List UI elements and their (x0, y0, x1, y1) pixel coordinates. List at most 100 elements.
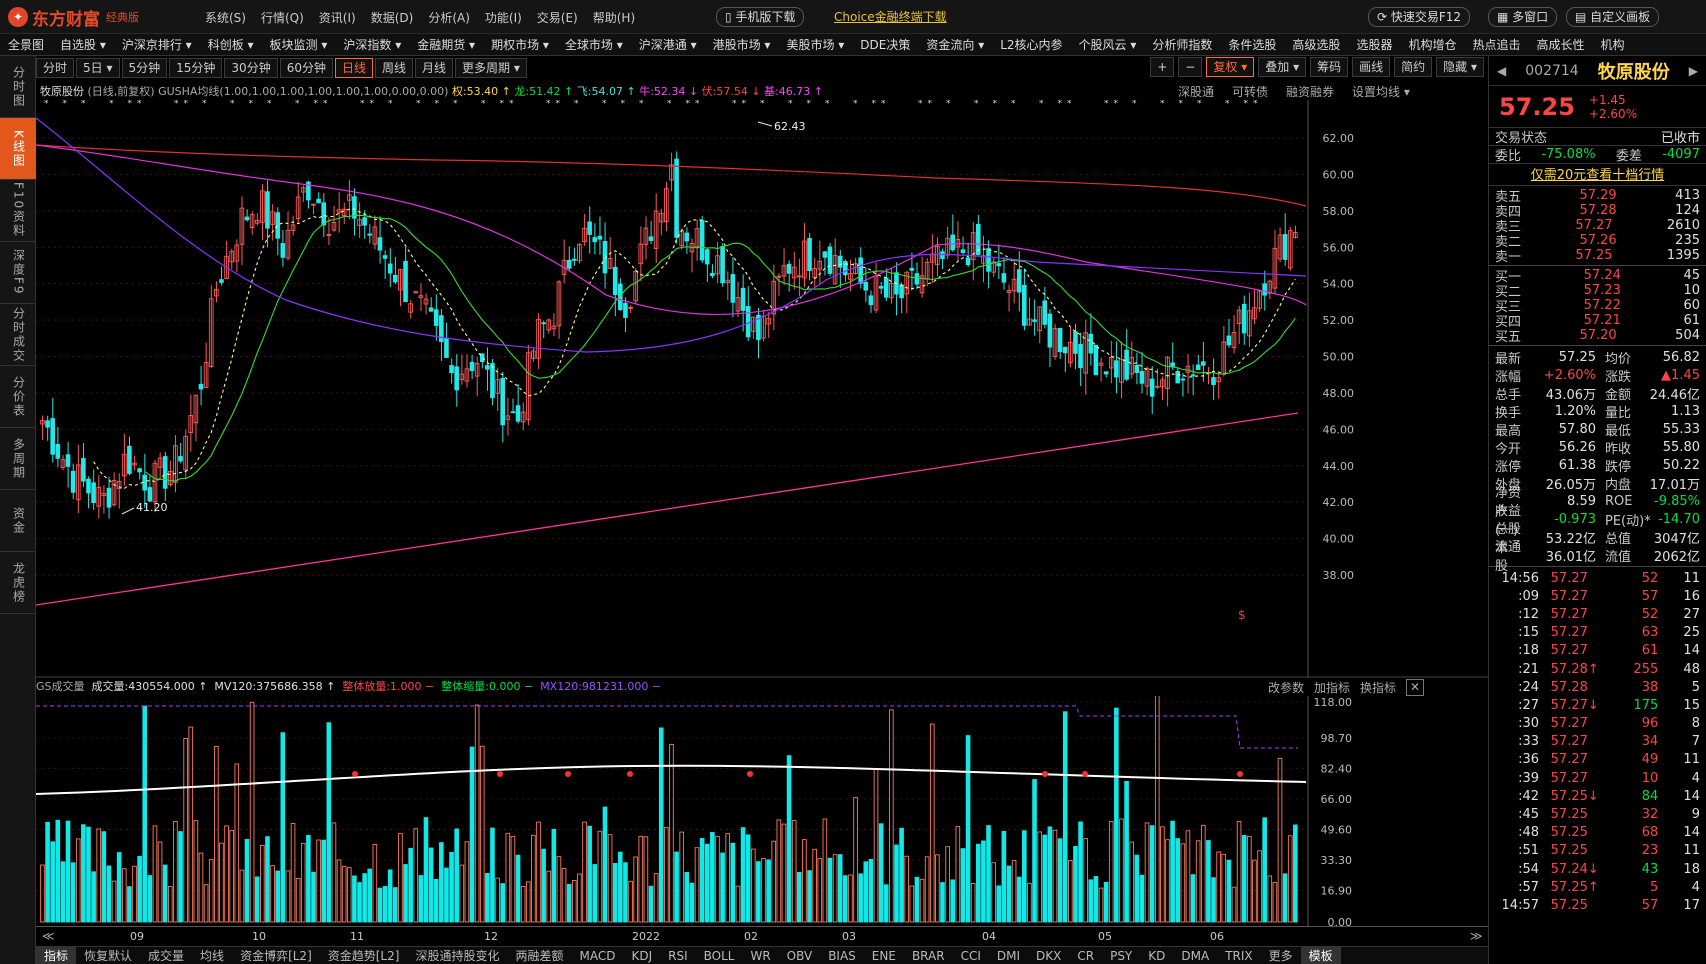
menu-item-4[interactable]: 分析(A) (428, 10, 470, 25)
menu-item-3[interactable]: 数据(D) (370, 10, 414, 25)
mobile-download-button[interactable]: ▯ 手机版下载 (716, 7, 805, 27)
nav-item-16[interactable]: 分析师指数 (1152, 38, 1213, 52)
period-tab-1[interactable]: 5日 ▾ (76, 58, 120, 78)
vol-link-2[interactable]: 换指标 (1360, 681, 1397, 695)
vol-link-1[interactable]: 加指标 (1314, 681, 1351, 695)
indicator-tab-1[interactable]: 恢复默认 (84, 949, 133, 963)
indicator-tab-10[interactable]: RSI (668, 948, 688, 963)
chart-tool-7[interactable]: 隐藏 ▾ (1436, 57, 1484, 77)
indicator-tab-16[interactable]: BRAR (911, 948, 945, 963)
indicator-tab-3[interactable]: 均线 (200, 949, 225, 963)
indicator-tab-18[interactable]: DMI (996, 948, 1021, 963)
nav-item-15[interactable]: 个股风云 ▾ (1078, 38, 1137, 52)
indicator-tab-21[interactable]: PSY (1110, 948, 1133, 963)
bid-row[interactable]: 买五 57.20 504 (1489, 328, 1706, 345)
vol-link-0[interactable]: 改参数 (1268, 681, 1305, 695)
chart-link-3[interactable]: 设置均线 ▾ (1352, 85, 1410, 99)
chart-tool-1[interactable]: − (1178, 57, 1203, 77)
menu-item-1[interactable]: 行情(Q) (260, 10, 304, 25)
period-tab-4[interactable]: 30分钟 (224, 58, 278, 78)
period-tab-7[interactable]: 周线 (375, 58, 414, 78)
nav-item-10[interactable]: 港股市场 ▾ (712, 38, 771, 52)
period-tab-5[interactable]: 60分钟 (279, 58, 333, 78)
indicator-tab-7[interactable]: 两融差额 (515, 949, 564, 963)
nav-item-13[interactable]: 资金流向 ▾ (926, 38, 985, 52)
next-stock-icon[interactable]: ▶ (1688, 63, 1698, 78)
nav-item-21[interactable]: 热点追击 (1472, 38, 1521, 52)
multi-window-button[interactable]: ▦ 多窗口 (1488, 7, 1558, 27)
indicator-tab-9[interactable]: KDJ (631, 948, 653, 963)
custom-layout-button[interactable]: ▤ 自定义画板 (1566, 7, 1660, 27)
nav-item-23[interactable]: 机构 (1600, 38, 1625, 52)
left-tab-8[interactable]: 龙虎榜 (0, 552, 36, 614)
nav-item-11[interactable]: 美股市场 ▾ (786, 38, 845, 52)
chart-link-1[interactable]: 可转债 (1232, 85, 1269, 99)
menu-item-7[interactable]: 帮助(H) (592, 10, 636, 25)
menu-item-6[interactable]: 交易(E) (536, 10, 578, 25)
ask-row[interactable]: 卖三 57.27 2610 (1489, 218, 1706, 235)
indicator-tab-0[interactable]: 指标 (36, 947, 77, 964)
indicator-tab-26[interactable]: 模板 (1300, 947, 1341, 964)
chart-link-2[interactable]: 融资融券 (1286, 85, 1335, 99)
nav-item-19[interactable]: 选股器 (1356, 38, 1393, 52)
nav-item-6[interactable]: 金融期货 ▾ (417, 38, 476, 52)
prev-stock-icon[interactable]: ◀ (1497, 63, 1507, 78)
indicator-tab-22[interactable]: KD (1148, 948, 1166, 963)
nav-item-4[interactable]: 板块监测 ▾ (269, 38, 328, 52)
left-tab-7[interactable]: 资金 (0, 490, 36, 552)
tick-list[interactable]: 14:56 57.27 52 11:09 57.27 57 16:12 57.27 52 27:1… (1489, 567, 1706, 919)
menu-item-5[interactable]: 功能(I) (484, 10, 522, 25)
nav-item-14[interactable]: L2核心内参 (1000, 38, 1063, 52)
nav-item-2[interactable]: 沪深京排行 ▾ (121, 38, 192, 52)
bid-row[interactable]: 买三 57.22 60 (1489, 298, 1706, 315)
volume-chart[interactable]: 118.00 98.70 82.40 66.00 49.60 33.30 16.90 0.00 (36, 696, 1488, 926)
nav-item-20[interactable]: 机构增仓 (1408, 38, 1457, 52)
kline-chart[interactable]: 62.00 60.00 58.00 56.00 54.00 52.00 50.00 48.00… (36, 100, 1488, 678)
chart-tool-3[interactable]: 叠加 ▾ (1258, 57, 1307, 77)
nav-item-18[interactable]: 高级选股 (1292, 38, 1341, 52)
left-tab-5[interactable]: 分价表 (0, 366, 36, 428)
period-tab-9[interactable]: 更多周期 ▾ (455, 58, 527, 78)
nav-item-8[interactable]: 全球市场 ▾ (564, 38, 623, 52)
nav-item-22[interactable]: 高成长性 (1536, 38, 1585, 52)
indicator-tab-11[interactable]: BOLL (703, 948, 735, 963)
indicator-tab-24[interactable]: TRIX (1225, 948, 1253, 963)
close-icon[interactable]: ✕ (1406, 679, 1425, 696)
chart-link-0[interactable]: 深股通 (1178, 85, 1215, 99)
left-tab-0[interactable]: 分时图 (0, 56, 36, 118)
nav-item-0[interactable]: 全景图 (8, 38, 45, 52)
menu-item-0[interactable]: 系统(S) (205, 10, 246, 25)
level2-promo-link[interactable]: 仅需20元查看十档行情 (1530, 168, 1665, 183)
indicator-tab-6[interactable]: 深股通持股变化 (415, 949, 500, 963)
indicator-tab-13[interactable]: OBV (786, 948, 813, 963)
indicator-tab-20[interactable]: CR (1077, 948, 1095, 963)
x-axis[interactable]: ≪ ≫ 09 10 11 12 2022 02 03 04 05 06 (36, 926, 1488, 944)
chart-tool-6[interactable]: 简约 (1394, 57, 1433, 77)
left-tab-4[interactable]: 分时成交 (0, 304, 36, 366)
indicator-tab-4[interactable]: 资金博弈[L2] (240, 949, 312, 963)
indicator-tab-19[interactable]: DKX (1036, 948, 1062, 963)
nav-item-9[interactable]: 沪深港通 ▾ (638, 38, 697, 52)
ask-row[interactable]: 卖二 57.26 235 (1489, 233, 1706, 250)
indicator-tab-17[interactable]: CCI (960, 948, 981, 963)
nav-item-5[interactable]: 沪深指数 ▾ (343, 38, 402, 52)
indicator-tab-12[interactable]: WR (750, 948, 771, 963)
left-tab-6[interactable]: 多周期 (0, 428, 36, 490)
indicator-tab-14[interactable]: BIAS (828, 948, 856, 963)
chart-tool-4[interactable]: 筹码 (1310, 57, 1349, 77)
period-tab-2[interactable]: 5分钟 (121, 58, 168, 78)
bid-row[interactable]: 买一 57.24 45 (1489, 268, 1706, 285)
period-tab-3[interactable]: 15分钟 (169, 58, 223, 78)
left-tab-3[interactable]: 深度F9 (0, 242, 36, 304)
bid-row[interactable]: 买四 57.21 61 (1489, 313, 1706, 330)
indicator-tab-25[interactable]: 更多 (1268, 949, 1293, 963)
period-tab-0[interactable]: 分时 (36, 58, 75, 78)
indicator-tab-23[interactable]: DMA (1181, 948, 1210, 963)
quick-trade-button[interactable]: ⟳ 快速交易F12 (1368, 7, 1471, 27)
chart-tool-2[interactable]: 复权 ▾ (1206, 57, 1255, 77)
indicator-tab-8[interactable]: MACD (579, 948, 616, 963)
nav-item-1[interactable]: 自选股 ▾ (60, 38, 106, 52)
chart-tool-0[interactable]: + (1150, 57, 1175, 77)
period-tab-8[interactable]: 月线 (415, 58, 454, 78)
choice-download-link[interactable]: Choice金融终端下载 (834, 10, 947, 24)
